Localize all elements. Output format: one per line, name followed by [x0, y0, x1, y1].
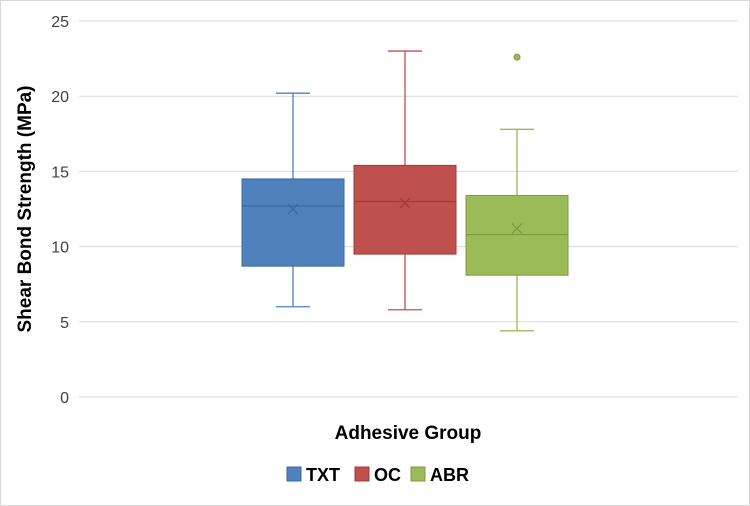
y-tick-labels: 0 5 10 15 20 25 [51, 14, 69, 407]
y-tick-label: 0 [60, 390, 69, 407]
legend-label: ABR [430, 465, 469, 485]
mean-marker [399, 197, 411, 209]
y-tick-label: 25 [51, 14, 69, 31]
box-iqr [353, 164, 457, 255]
box-txt [241, 92, 345, 308]
x-axis-title: Adhesive Group [335, 423, 482, 444]
legend-item-oc: OC [354, 465, 401, 485]
y-axis-title: Shear Bond Strength (MPa) [15, 85, 36, 332]
box-oc [353, 50, 457, 311]
box-abr [465, 53, 569, 332]
legend: TXT OC ABR [286, 465, 469, 485]
box-iqr [465, 194, 569, 276]
mean-marker [287, 203, 299, 215]
mean-marker [511, 223, 523, 235]
legend-swatch [410, 466, 426, 482]
legend-label: OC [374, 465, 401, 485]
y-tick-label: 20 [51, 89, 69, 106]
boxes [241, 50, 569, 332]
box-iqr [241, 178, 345, 267]
y-tick-label: 5 [60, 315, 69, 332]
legend-item-txt: TXT [286, 465, 340, 485]
legend-swatch [286, 466, 302, 482]
legend-item-abr: ABR [410, 465, 469, 485]
y-tick-label: 10 [51, 240, 69, 257]
y-tick-label: 15 [51, 164, 69, 181]
legend-label: TXT [306, 465, 340, 485]
outlier-point [513, 53, 521, 61]
legend-swatch [354, 466, 370, 482]
